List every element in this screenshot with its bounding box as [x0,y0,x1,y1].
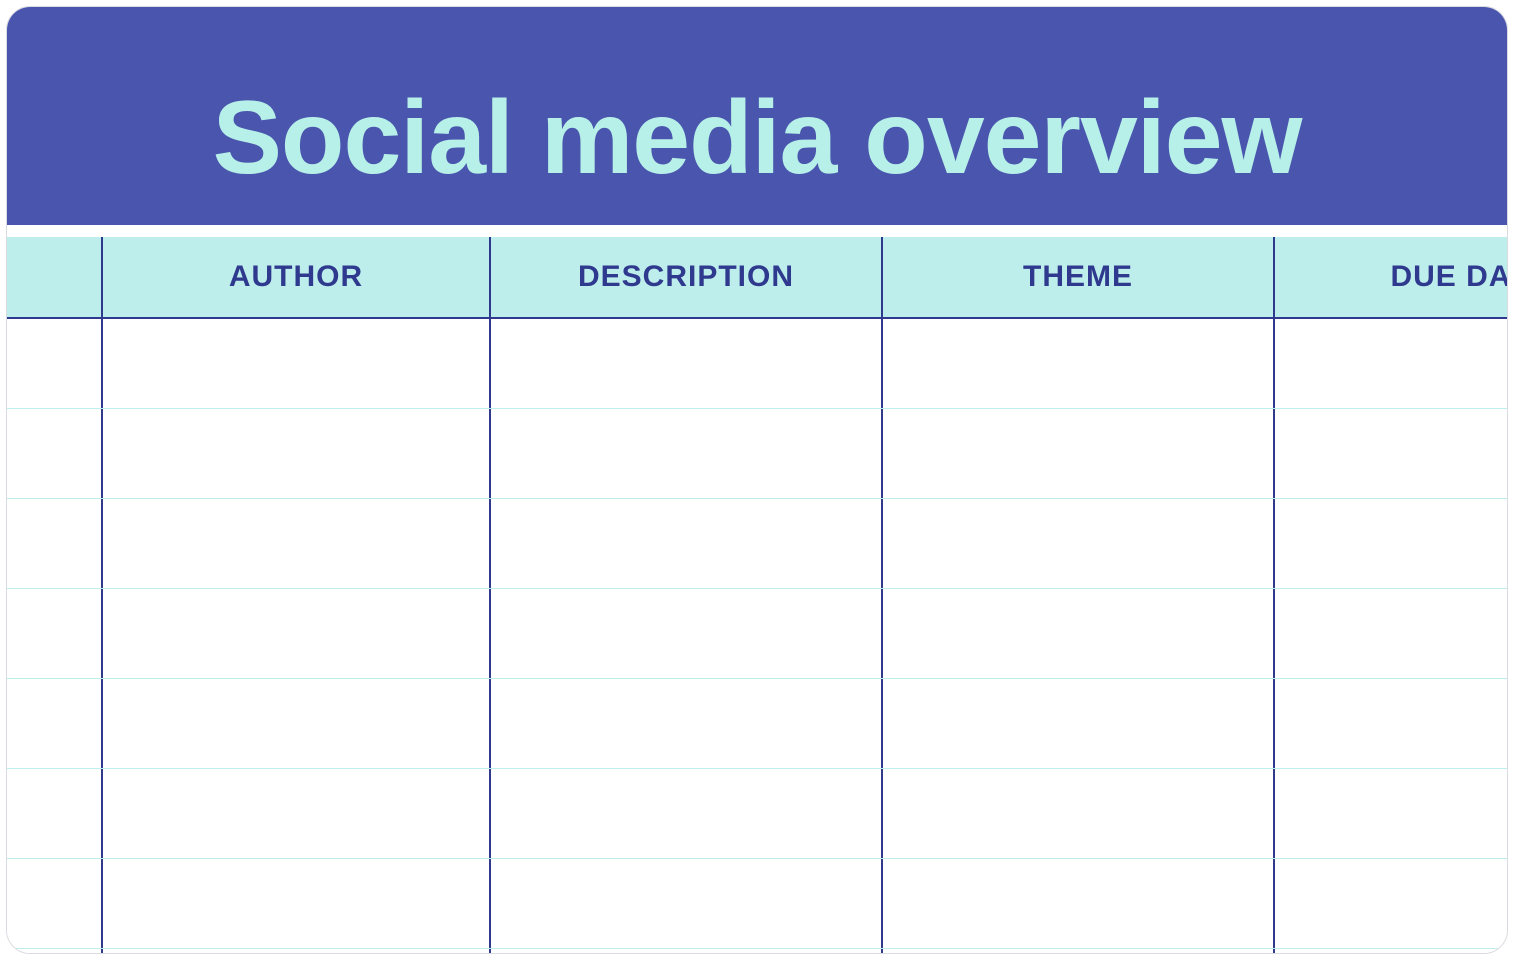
table-cell[interactable] [7,409,101,498]
table-row [7,319,1507,409]
table-body [7,319,1507,954]
table-cell[interactable] [101,949,489,954]
table-cell[interactable] [1273,589,1508,678]
column-header[interactable] [7,237,101,317]
table-cell[interactable] [101,679,489,768]
table-cell[interactable] [489,409,881,498]
table-cell[interactable] [101,769,489,858]
table-row [7,949,1507,954]
table-cell[interactable] [7,949,101,954]
column-header[interactable]: DESCRIPTION [489,237,881,317]
table-cell[interactable] [101,409,489,498]
spreadsheet-card: Social media overview AUTHOR DESCRIPTION T… [6,6,1508,954]
table-cell[interactable] [1273,319,1508,408]
table-cell[interactable] [489,499,881,588]
page-title: Social media overview [213,80,1302,196]
table-row [7,499,1507,589]
table-cell[interactable] [881,859,1273,948]
table-cell[interactable] [881,769,1273,858]
table-row [7,679,1507,769]
table-cell[interactable] [7,589,101,678]
column-header[interactable]: AUTHOR [101,237,489,317]
table-cell[interactable] [489,679,881,768]
column-header[interactable]: THEME [881,237,1273,317]
table-row [7,769,1507,859]
table-cell[interactable] [489,769,881,858]
table-cell[interactable] [1273,409,1508,498]
table-cell[interactable] [7,679,101,768]
table-cell[interactable] [1273,949,1508,954]
table-cell[interactable] [1273,679,1508,768]
table-cell[interactable] [1273,769,1508,858]
table-row [7,409,1507,499]
table-cell[interactable] [881,589,1273,678]
table-cell[interactable] [881,679,1273,768]
table-cell[interactable] [101,319,489,408]
table-cell[interactable] [1273,499,1508,588]
table-cell[interactable] [1273,859,1508,948]
table-cell[interactable] [7,859,101,948]
column-header-label: AUTHOR [229,260,363,294]
table-row [7,589,1507,679]
table-cell[interactable] [7,769,101,858]
table-header-row: AUTHOR DESCRIPTION THEME DUE DATE [7,237,1507,319]
title-band: Social media overview [7,7,1507,225]
column-header-label: DESCRIPTION [578,260,794,294]
column-header[interactable]: DUE DATE [1273,237,1508,317]
title-gap [7,225,1507,237]
table-cell[interactable] [489,589,881,678]
table-cell[interactable] [881,949,1273,954]
table-row [7,859,1507,949]
table-cell[interactable] [7,499,101,588]
table-cell[interactable] [881,409,1273,498]
table-cell[interactable] [101,589,489,678]
table-cell[interactable] [881,499,1273,588]
table-cell[interactable] [7,319,101,408]
table-cell[interactable] [489,319,881,408]
table-cell[interactable] [881,319,1273,408]
column-header-label: DUE DATE [1390,260,1508,294]
table-cell[interactable] [489,949,881,954]
table-cell[interactable] [489,859,881,948]
table-cell[interactable] [101,499,489,588]
column-header-label: THEME [1023,260,1133,294]
table-cell[interactable] [101,859,489,948]
